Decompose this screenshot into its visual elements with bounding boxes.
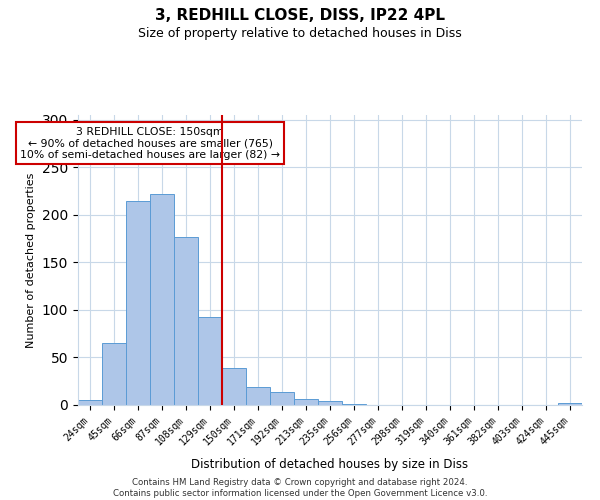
Bar bbox=[150, 194, 174, 405]
Text: Size of property relative to detached houses in Diss: Size of property relative to detached ho… bbox=[138, 28, 462, 40]
Bar bbox=[222, 368, 246, 405]
Bar bbox=[78, 400, 102, 405]
Bar bbox=[294, 400, 318, 405]
Bar bbox=[558, 403, 582, 405]
Bar bbox=[198, 316, 222, 405]
Text: Contains HM Land Registry data © Crown copyright and database right 2024.
Contai: Contains HM Land Registry data © Crown c… bbox=[113, 478, 487, 498]
Bar bbox=[342, 404, 366, 405]
Bar bbox=[126, 200, 150, 405]
Bar bbox=[102, 343, 126, 405]
Bar bbox=[318, 401, 342, 405]
Text: 3 REDHILL CLOSE: 150sqm
← 90% of detached houses are smaller (765)
10% of semi-d: 3 REDHILL CLOSE: 150sqm ← 90% of detache… bbox=[20, 126, 280, 160]
Bar bbox=[270, 392, 294, 405]
Y-axis label: Number of detached properties: Number of detached properties bbox=[26, 172, 37, 348]
X-axis label: Distribution of detached houses by size in Diss: Distribution of detached houses by size … bbox=[191, 458, 469, 471]
Bar bbox=[246, 387, 270, 405]
Bar bbox=[174, 236, 198, 405]
Text: 3, REDHILL CLOSE, DISS, IP22 4PL: 3, REDHILL CLOSE, DISS, IP22 4PL bbox=[155, 8, 445, 22]
